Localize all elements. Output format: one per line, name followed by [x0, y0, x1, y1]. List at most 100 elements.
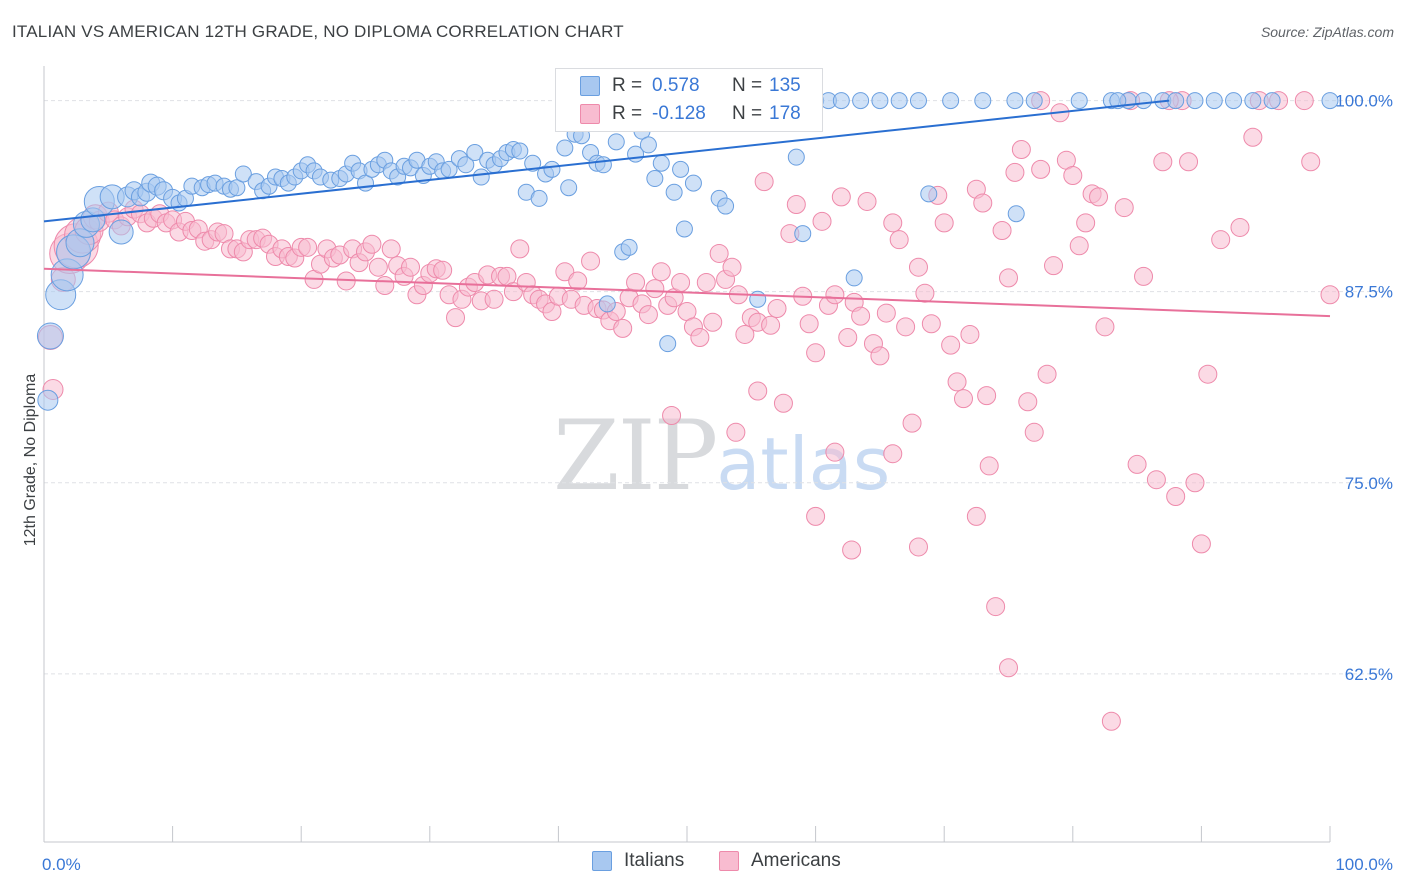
x-tick-label: 100.0%: [1335, 855, 1393, 874]
american-point: [510, 239, 530, 259]
x-tick-label: 0.0%: [42, 855, 81, 874]
americans-legend-swatch: [719, 851, 739, 871]
american-point: [883, 213, 903, 233]
italian-point: [665, 183, 683, 201]
american-point: [1127, 454, 1147, 474]
american-point: [857, 191, 877, 211]
american-point: [825, 442, 845, 462]
chart-source: Source: ZipAtlas.com: [1260, 24, 1394, 40]
italian-point: [234, 165, 252, 183]
italian-point: [1321, 92, 1339, 110]
american-point: [953, 389, 973, 409]
italian-point: [974, 92, 992, 110]
american-point: [960, 324, 980, 344]
italians-legend-label: Italians: [624, 850, 685, 871]
american-point: [651, 262, 671, 282]
american-point: [1320, 285, 1340, 305]
italian-point: [530, 189, 548, 207]
american-point: [825, 285, 845, 305]
american-point: [1101, 711, 1121, 731]
american-point: [806, 343, 826, 363]
legend-n-value-americans: 178: [769, 103, 801, 124]
americans-legend-label: Americans: [751, 850, 841, 871]
american-point: [1301, 152, 1321, 172]
american-point: [973, 193, 993, 213]
italian-point: [607, 133, 625, 151]
american-point: [1024, 422, 1044, 442]
american-point: [883, 444, 903, 464]
american-point: [934, 213, 954, 233]
italian-point: [672, 160, 690, 178]
italian-point: [472, 168, 490, 186]
legend-n-label: N =: [732, 103, 763, 124]
italian-point: [1186, 92, 1204, 110]
italian-point: [749, 290, 767, 308]
italian-point: [457, 156, 475, 174]
american-point: [1230, 217, 1250, 237]
italian-point: [1070, 92, 1088, 110]
american-point: [908, 257, 928, 277]
italian-point: [909, 92, 927, 110]
american-point: [709, 243, 729, 263]
american-point: [831, 187, 851, 207]
legend-item-italians[interactable]: Italians: [592, 850, 684, 872]
italian-point: [1025, 92, 1043, 110]
american-point: [876, 303, 896, 323]
american-point: [902, 413, 922, 433]
american-point: [1031, 159, 1051, 179]
american-point: [1005, 162, 1025, 182]
chart-title: ITALIAN VS AMERICAN 12TH GRADE, NO DIPLO…: [12, 22, 624, 41]
american-point: [773, 393, 793, 413]
american-point: [915, 283, 935, 303]
american-point: [726, 422, 746, 442]
american-point: [298, 237, 318, 257]
american-point: [568, 271, 588, 291]
y-tick-label: 62.5%: [1345, 665, 1393, 684]
stats-legend: R = 0.578 N = 135 R = -0.128 N = 178: [555, 68, 823, 132]
legend-n-label: N =: [732, 75, 763, 96]
watermark-zip: ZIP: [553, 400, 718, 512]
american-point: [999, 658, 1018, 678]
american-point: [979, 456, 999, 476]
legend-row-italians: R = 0.578 N = 135: [580, 72, 801, 100]
italian-point: [1244, 92, 1262, 110]
italian-point: [675, 220, 693, 238]
italian-point: [787, 148, 805, 166]
american-point: [748, 381, 768, 401]
american-point: [1089, 187, 1109, 207]
american-point: [1179, 152, 1199, 172]
italian-point: [228, 179, 246, 197]
americans-swatch: [580, 104, 600, 124]
american-point: [767, 298, 787, 318]
tick-labels: 100.0% 87.5% 75.0% 62.5% 0.0% 100.0%: [42, 92, 1393, 874]
american-point: [1211, 230, 1231, 250]
italian-point: [652, 154, 670, 172]
italian-point: [659, 335, 677, 353]
italian-point: [1007, 205, 1025, 223]
american-point: [992, 221, 1012, 241]
american-point: [696, 272, 716, 292]
italian-point: [556, 139, 574, 157]
italian-point: [1205, 92, 1223, 110]
american-point: [921, 314, 941, 334]
american-point: [1185, 473, 1205, 493]
american-point: [638, 305, 658, 325]
italian-point: [1225, 92, 1243, 110]
italian-point: [646, 170, 664, 188]
grid-lines: [44, 100, 1394, 675]
american-point: [1146, 470, 1166, 490]
legend-r-value-americans: -0.128: [652, 103, 706, 124]
italian-point: [466, 144, 484, 162]
american-point: [1063, 165, 1083, 185]
italian-point: [108, 219, 134, 245]
italian-point: [845, 269, 863, 287]
y-tick-label: 87.5%: [1345, 283, 1393, 302]
legend-n-value-italians: 135: [769, 75, 801, 96]
american-point: [690, 328, 710, 348]
american-point: [401, 257, 421, 277]
italian-point: [794, 225, 812, 243]
american-point: [722, 257, 742, 277]
legend-item-americans[interactable]: Americans: [719, 850, 841, 872]
italian-point: [1006, 92, 1024, 110]
